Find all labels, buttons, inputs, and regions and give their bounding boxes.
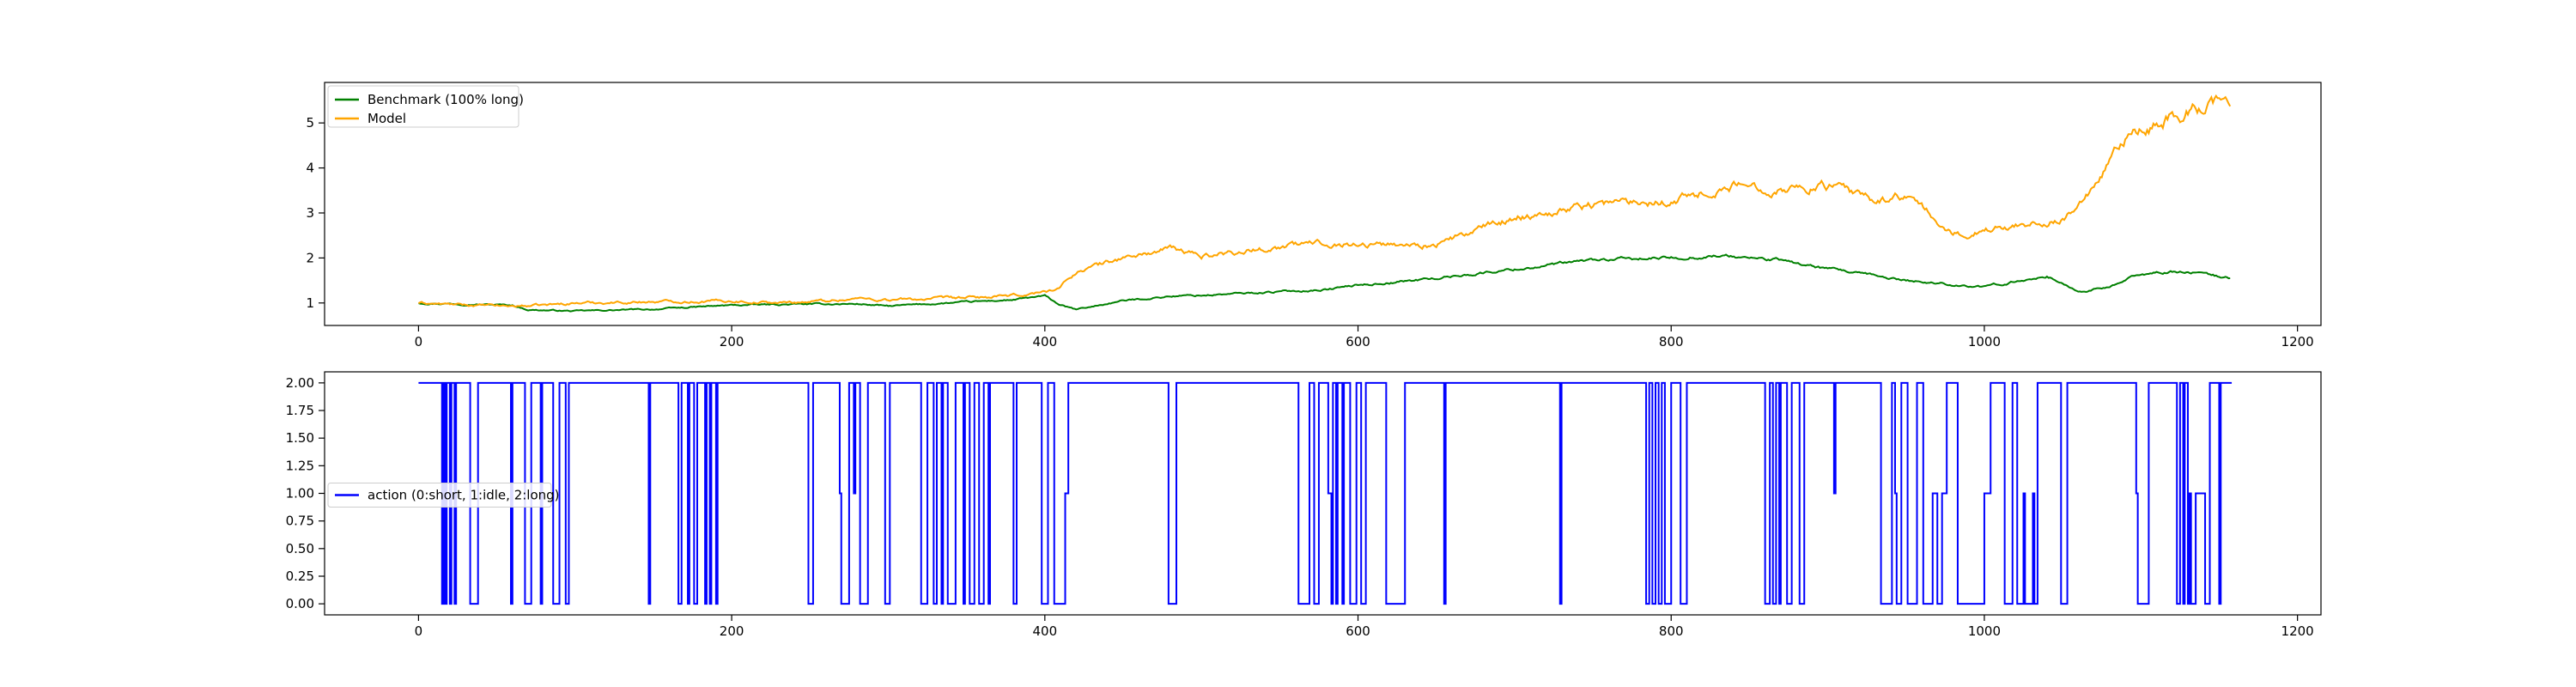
top-y-tick-label: 2: [306, 250, 314, 265]
action-lines: [418, 381, 2233, 605]
benchmark-legend-label: Benchmark (100% long): [368, 92, 524, 107]
top-x-tick-label: 400: [1033, 334, 1058, 350]
top-x-tick-label: 1200: [2281, 334, 2314, 350]
bottom-x-tick-label: 0: [415, 623, 423, 639]
model-legend-label: Model: [368, 111, 406, 126]
equity-legend-box: [327, 85, 519, 128]
bottom-x-tick-label: 1200: [2281, 623, 2314, 639]
bottom-y-tick-label: 0.25: [286, 568, 314, 584]
action-y-axis: 0.00 0.25 0.50 0.75 1.00 1.25 1.50 1.75 2.00: [286, 375, 325, 611]
bottom-x-tick-label: 400: [1033, 623, 1058, 639]
equity-x-axis: 0 200 400 600 800 1000 1200: [415, 325, 2314, 350]
action-legend-box: [327, 483, 552, 508]
top-y-tick-label: 1: [306, 295, 314, 311]
bottom-x-tick-label: 200: [720, 623, 744, 639]
equity-axes: 0 200 400 600 800 1000 1200 1 2 3 4 5 Benchmark (1…: [306, 82, 2322, 350]
action-legend-label: action (0:short, 1:idle, 2:long): [368, 488, 560, 503]
top-x-tick-label: 0: [415, 334, 423, 350]
action-series-line: [418, 381, 2233, 605]
action-legend: action (0:short, 1:idle, 2:long): [327, 483, 560, 508]
equity-legend: Benchmark (100% long) Model: [327, 85, 524, 128]
benchmark-series-line: [418, 253, 2231, 313]
top-x-tick-label: 600: [1346, 334, 1370, 350]
bottom-y-tick-label: 1.50: [286, 430, 314, 446]
bottom-y-tick-label: 0.50: [286, 541, 314, 556]
equity-y-axis: 1 2 3 4 5: [306, 115, 325, 311]
model-series-line: [417, 94, 2232, 308]
equity-lines: [417, 94, 2232, 313]
bottom-x-tick-label: 1000: [1968, 623, 2001, 639]
top-y-tick-label: 4: [306, 161, 314, 176]
bottom-x-tick-label: 800: [1659, 623, 1684, 639]
bottom-x-tick-label: 600: [1346, 623, 1370, 639]
action-x-axis: 0 200 400 600 800 1000 1200: [415, 615, 2314, 639]
top-y-tick-label: 5: [306, 115, 314, 131]
equity-axes-frame: [324, 82, 2322, 326]
bottom-y-tick-label: 1.75: [286, 403, 314, 418]
top-x-tick-label: 1000: [1968, 334, 2001, 350]
top-x-tick-label: 200: [720, 334, 744, 350]
bottom-y-tick-label: 1.00: [286, 486, 314, 502]
action-axes: 0 200 400 600 800 1000 1200 0.00 0.25 0.50 0.75 1.…: [286, 371, 2322, 639]
bottom-y-tick-label: 2.00: [286, 375, 314, 391]
bottom-y-tick-label: 0.75: [286, 514, 314, 529]
top-x-tick-label: 800: [1659, 334, 1684, 350]
bottom-y-tick-label: 1.25: [286, 458, 314, 473]
bottom-y-tick-label: 0.00: [286, 596, 314, 611]
top-y-tick-label: 3: [306, 205, 314, 221]
